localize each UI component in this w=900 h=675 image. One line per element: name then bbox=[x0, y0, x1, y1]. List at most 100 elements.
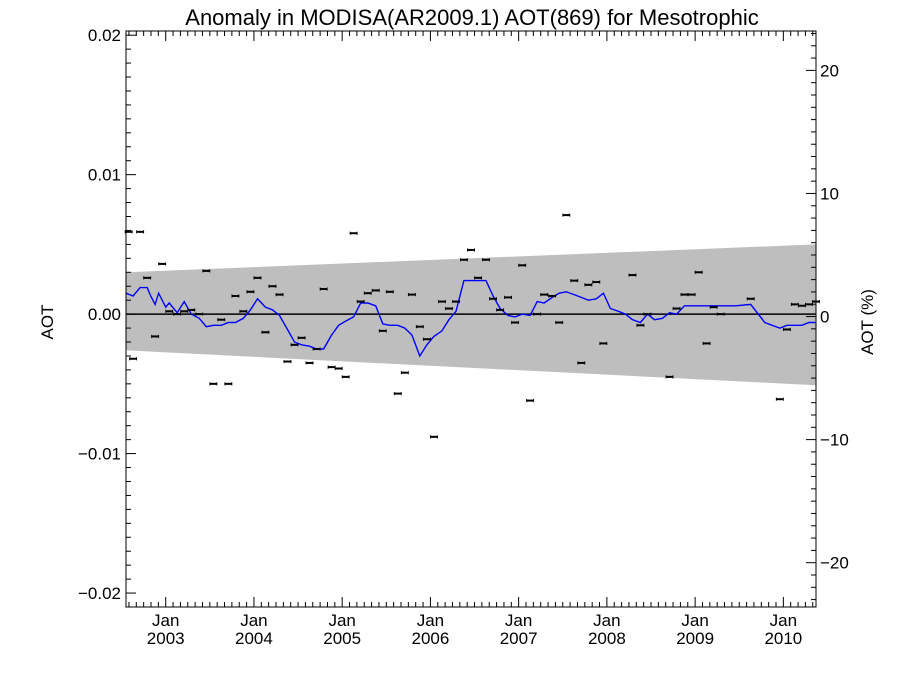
data-point bbox=[312, 347, 321, 351]
x-tick-month-label: Jan bbox=[770, 611, 797, 630]
data-point bbox=[452, 299, 460, 304]
trend-line bbox=[125, 279, 816, 358]
data-point bbox=[643, 312, 652, 316]
x-tick-year-label: 2008 bbox=[588, 629, 626, 648]
data-point bbox=[562, 213, 571, 217]
data-point bbox=[467, 248, 475, 252]
data-point bbox=[143, 276, 152, 280]
x-tick-month-label: Jan bbox=[593, 611, 620, 630]
data-point bbox=[746, 297, 755, 301]
data-point bbox=[496, 308, 505, 312]
data-point bbox=[665, 375, 674, 379]
data-point bbox=[187, 308, 196, 312]
data-point bbox=[275, 292, 284, 297]
data-point bbox=[202, 269, 211, 273]
x-tick-year-label: 2010 bbox=[764, 629, 802, 648]
y-tick-label: 0.02 bbox=[88, 26, 121, 45]
data-point bbox=[136, 230, 145, 234]
data-point bbox=[636, 323, 645, 327]
y2-tick-label: −10 bbox=[820, 431, 849, 450]
data-point bbox=[173, 312, 182, 316]
x-tick-year-label: 2004 bbox=[235, 629, 273, 648]
data-point bbox=[158, 262, 167, 266]
data-point bbox=[474, 276, 483, 280]
data-point bbox=[165, 309, 174, 313]
axes: 0.020.010.00−0.01−0.0220100−10−20Jan2003… bbox=[78, 26, 849, 648]
data-point bbox=[356, 299, 365, 304]
data-point bbox=[327, 365, 336, 369]
data-point bbox=[341, 375, 350, 379]
data-point bbox=[570, 279, 579, 283]
trend-series-line bbox=[125, 279, 816, 358]
data-point bbox=[584, 283, 593, 287]
data-point bbox=[290, 343, 299, 347]
y2-tick-label: 20 bbox=[820, 61, 839, 80]
y-tick-label: −0.01 bbox=[78, 445, 121, 464]
data-point bbox=[407, 292, 416, 297]
data-point bbox=[253, 276, 262, 280]
x-tick-year-label: 2005 bbox=[323, 629, 361, 648]
data-point bbox=[349, 231, 358, 235]
x-tick-year-label: 2009 bbox=[676, 629, 714, 648]
y2-tick-label: 0 bbox=[820, 308, 829, 327]
data-point bbox=[422, 337, 431, 341]
data-point bbox=[261, 330, 270, 334]
data-point bbox=[268, 284, 277, 288]
data-point bbox=[687, 292, 696, 297]
data-point bbox=[526, 398, 535, 403]
data-point bbox=[393, 392, 402, 396]
data-point bbox=[209, 382, 218, 386]
data-point bbox=[437, 299, 446, 304]
y-tick-label: 0.01 bbox=[88, 166, 121, 185]
data-point bbox=[217, 318, 226, 322]
data-point bbox=[716, 312, 725, 316]
plot-frame bbox=[125, 30, 817, 608]
y2-tick-label: 10 bbox=[820, 184, 839, 203]
data-point bbox=[297, 336, 306, 340]
data-point bbox=[628, 273, 637, 277]
data-point bbox=[489, 297, 498, 301]
data-point bbox=[151, 334, 160, 339]
data-point bbox=[239, 309, 248, 313]
data-point bbox=[305, 361, 314, 365]
data-point bbox=[334, 366, 343, 371]
data-point bbox=[592, 280, 601, 284]
x-tick-year-label: 2003 bbox=[147, 629, 185, 648]
data-point bbox=[319, 287, 328, 291]
data-point bbox=[129, 357, 138, 361]
data-point bbox=[378, 329, 387, 333]
x-tick-year-label: 2007 bbox=[500, 629, 538, 648]
data-point bbox=[400, 371, 409, 375]
data-point bbox=[385, 290, 394, 294]
y-axis-title: AOT bbox=[38, 305, 57, 340]
x-tick-month-label: Jan bbox=[417, 611, 444, 630]
x-tick-month-label: Jan bbox=[681, 611, 708, 630]
data-point bbox=[459, 258, 468, 262]
x-tick-month-label: Jan bbox=[240, 611, 267, 630]
data-point bbox=[415, 325, 424, 329]
data-point bbox=[246, 290, 255, 294]
x-tick-month-label: Jan bbox=[505, 611, 532, 630]
data-point bbox=[482, 258, 490, 262]
data-point bbox=[599, 341, 608, 346]
data-point bbox=[555, 320, 564, 325]
data-point bbox=[709, 305, 718, 309]
data-point bbox=[444, 306, 453, 311]
y-tick-label: 0.00 bbox=[88, 305, 121, 324]
data-point bbox=[533, 312, 542, 316]
data-point bbox=[577, 361, 586, 365]
data-point bbox=[540, 292, 549, 297]
data-point bbox=[782, 327, 791, 332]
data-point bbox=[195, 312, 204, 316]
x-tick-year-label: 2006 bbox=[411, 629, 449, 648]
data-point bbox=[694, 270, 703, 274]
data-point bbox=[548, 294, 557, 298]
data-point bbox=[363, 291, 372, 295]
data-point bbox=[518, 263, 527, 267]
y-tick-label: −0.02 bbox=[78, 584, 121, 603]
data-point bbox=[224, 382, 233, 386]
data-point bbox=[672, 306, 681, 311]
data-point bbox=[702, 341, 711, 346]
y2-tick-label: −20 bbox=[820, 554, 849, 573]
